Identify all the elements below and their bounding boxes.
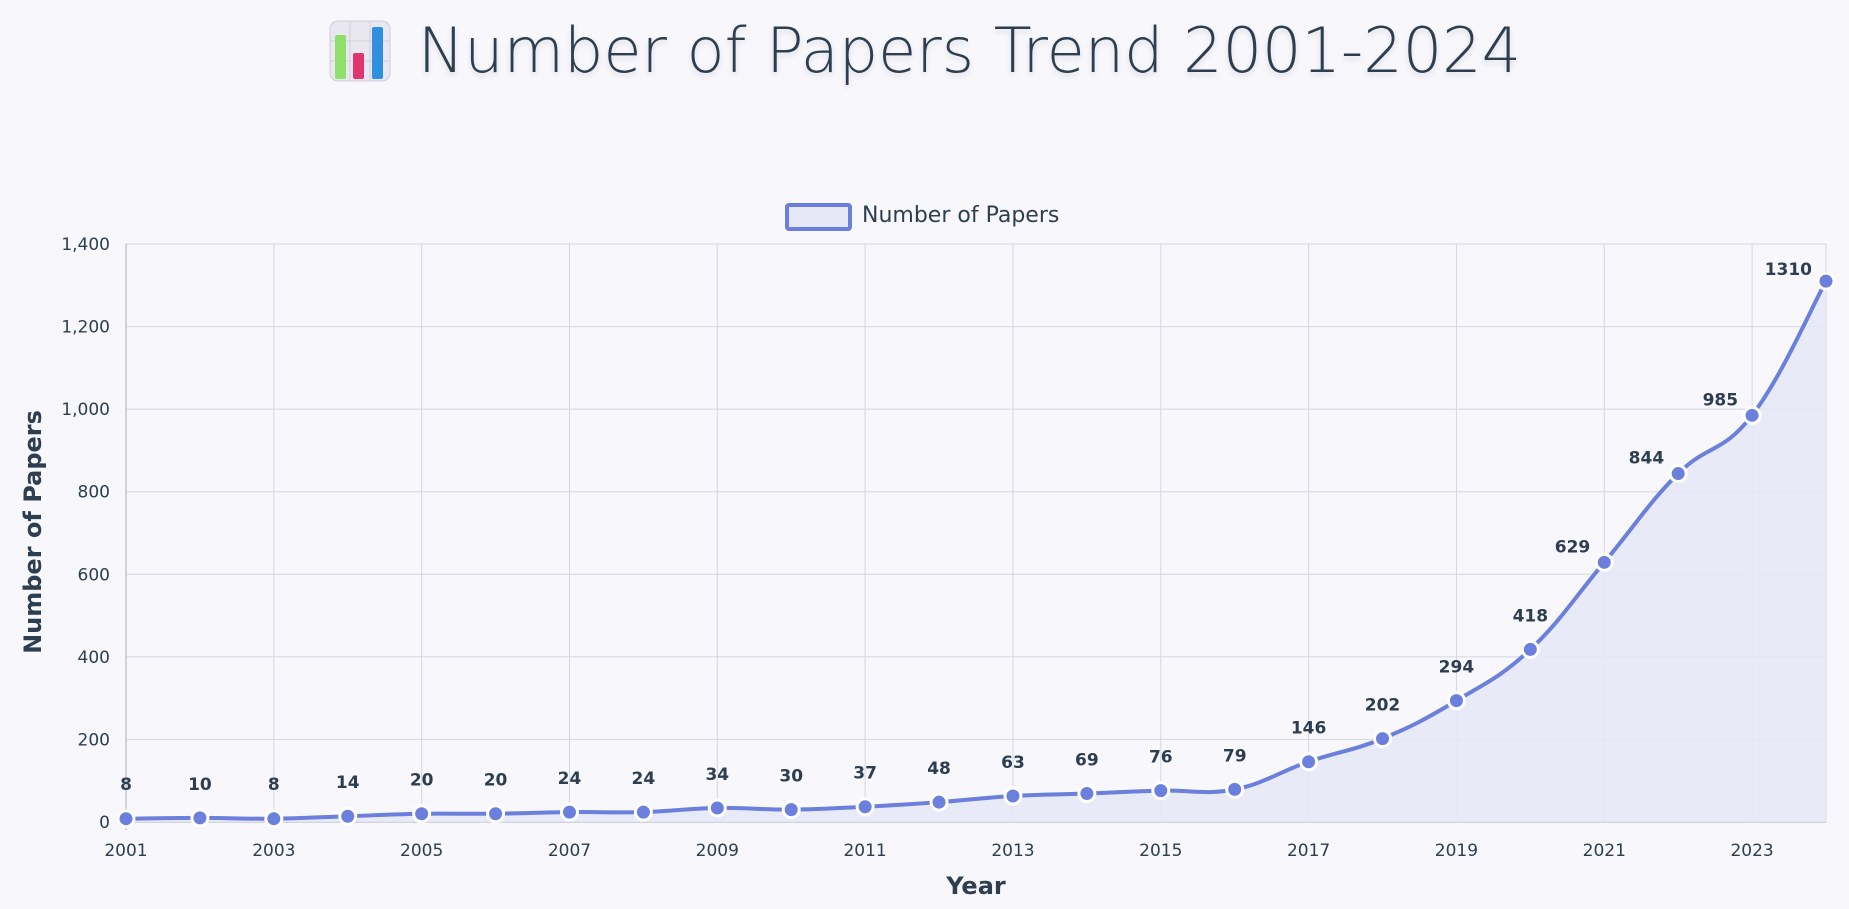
data-label: 48 <box>927 759 951 779</box>
data-point[interactable] <box>1520 639 1540 659</box>
data-label: 10 <box>188 775 212 795</box>
data-point[interactable] <box>412 804 432 824</box>
data-label: 79 <box>1223 746 1247 766</box>
data-label: 63 <box>1001 753 1025 773</box>
data-point[interactable] <box>633 802 653 822</box>
y-tick-label: 600 <box>78 565 110 585</box>
data-point[interactable] <box>781 800 801 820</box>
legend[interactable]: Number of Papers <box>785 203 1059 231</box>
data-point[interactable] <box>1668 464 1688 484</box>
data-point[interactable] <box>1373 729 1393 749</box>
data-point[interactable] <box>1077 784 1097 804</box>
data-point[interactable] <box>1225 779 1245 799</box>
data-label: 24 <box>558 769 582 789</box>
x-tick-label: 2021 <box>1583 841 1626 861</box>
data-label: 146 <box>1291 719 1327 739</box>
y-tick-label: 0 <box>99 813 110 833</box>
x-tick-label: 2011 <box>843 841 886 861</box>
data-label: 8 <box>120 775 132 795</box>
data-label: 418 <box>1513 606 1549 626</box>
data-point[interactable] <box>1151 781 1171 801</box>
data-label: 20 <box>484 771 508 791</box>
data-point[interactable] <box>486 804 506 824</box>
data-point[interactable] <box>855 797 875 817</box>
y-axis-title: Number of Papers <box>19 410 47 654</box>
data-label: 985 <box>1703 390 1739 410</box>
data-label: 69 <box>1075 751 1099 771</box>
data-point[interactable] <box>1003 786 1023 806</box>
legend-swatch[interactable] <box>785 203 852 231</box>
bar-chart-icon <box>329 20 391 81</box>
legend-label[interactable]: Number of Papers <box>862 203 1059 228</box>
data-point[interactable] <box>707 798 727 818</box>
data-point[interactable] <box>1742 405 1762 425</box>
data-label: 1310 <box>1765 260 1812 280</box>
data-point[interactable] <box>190 808 210 828</box>
data-label: 37 <box>853 764 877 784</box>
data-label: 30 <box>779 767 803 787</box>
data-point[interactable] <box>338 806 358 826</box>
x-tick-label: 2015 <box>1139 841 1182 861</box>
data-label: 24 <box>632 769 656 789</box>
x-tick-label: 2003 <box>252 841 295 861</box>
data-label: 202 <box>1365 696 1401 716</box>
y-tick-label: 1,200 <box>61 318 110 338</box>
y-tick-label: 800 <box>78 483 110 503</box>
x-tick-label: 2005 <box>400 841 443 861</box>
y-tick-label: 400 <box>78 648 110 668</box>
y-tick-label: 1,000 <box>61 400 110 420</box>
y-axis-ticks: 0 200 400 600 800 1,000 1,200 1,400 <box>61 235 110 833</box>
x-axis-ticks: 2001 2003 2005 2007 2009 2011 2013 2015 2017 2019… <box>104 841 1773 861</box>
x-axis-title: Year <box>945 872 1006 900</box>
data-point[interactable] <box>559 802 579 822</box>
data-point[interactable] <box>264 809 284 829</box>
x-tick-label: 2017 <box>1287 841 1330 861</box>
x-tick-label: 2009 <box>696 841 739 861</box>
data-label: 14 <box>336 773 360 793</box>
data-label: 844 <box>1629 449 1665 469</box>
data-point[interactable] <box>116 809 136 829</box>
y-tick-label: 1,400 <box>61 235 110 255</box>
data-point[interactable] <box>1299 752 1319 772</box>
data-label: 629 <box>1555 537 1591 557</box>
x-tick-label: 2001 <box>104 841 147 861</box>
data-point[interactable] <box>1594 552 1614 572</box>
y-tick-label: 200 <box>78 730 110 750</box>
data-points <box>116 271 1836 829</box>
data-point[interactable] <box>929 792 949 812</box>
data-label: 294 <box>1439 658 1475 678</box>
x-tick-label: 2019 <box>1435 841 1478 861</box>
x-tick-label: 2013 <box>991 841 1034 861</box>
title-bar: Number of Papers Trend 2001-2024 <box>0 14 1849 87</box>
x-tick-label: 2007 <box>548 841 591 861</box>
page-title: Number of Papers Trend 2001-2024 <box>417 14 1522 87</box>
data-label: 20 <box>410 771 434 791</box>
data-point[interactable] <box>1446 691 1466 711</box>
area-fill <box>126 281 1826 823</box>
data-point[interactable] <box>1816 271 1836 291</box>
data-labels: 8 10 8 14 20 20 24 24 34 30 37 48 63 69 76 79 146 202 294 4… <box>120 260 1812 795</box>
data-label: 76 <box>1149 748 1173 768</box>
data-label: 8 <box>268 775 280 795</box>
x-tick-label: 2023 <box>1730 841 1773 861</box>
data-label: 34 <box>705 765 729 785</box>
